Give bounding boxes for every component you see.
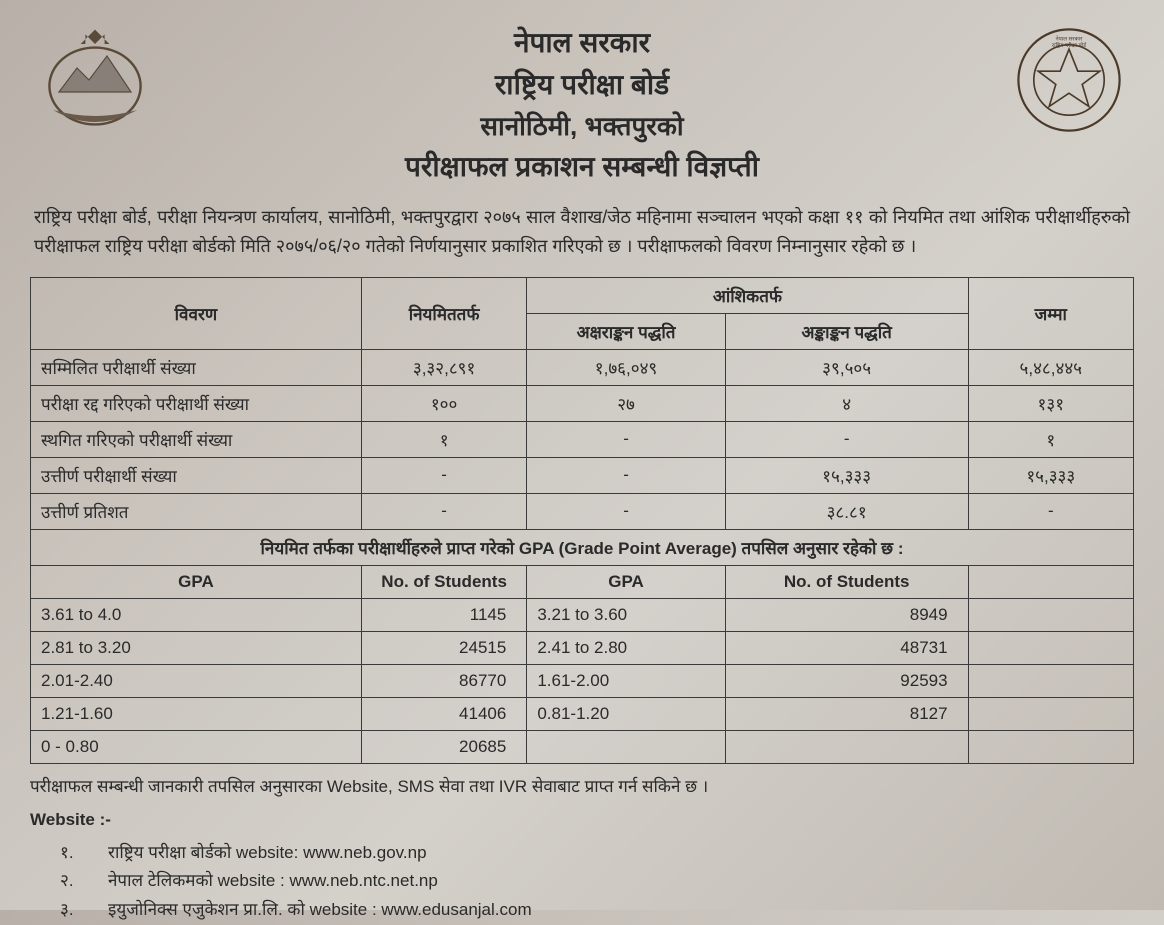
table-row: 2.01-2.40 86770 1.61-2.00 92593 bbox=[31, 664, 1134, 697]
gpa-header-row: GPA No. of Students GPA No. of Students bbox=[31, 565, 1134, 598]
table-row: सम्मिलित परीक्षार्थी संख्या ३,३२,८९१ १,७… bbox=[31, 349, 1134, 385]
table-row: स्थगित गरिएको परीक्षार्थी संख्या १ - - १ bbox=[31, 421, 1134, 457]
table-row: परीक्षा रद्द गरिएको परीक्षार्थी संख्या १… bbox=[31, 385, 1134, 421]
svg-text:नेपाल सरकार: नेपाल सरकार bbox=[1056, 35, 1083, 42]
nepal-emblem-left bbox=[30, 15, 160, 145]
header-titles: नेपाल सरकार राष्ट्रिय परीक्षा बोर्ड सानो… bbox=[160, 15, 1004, 193]
table-row: 3.61 to 4.0 1145 3.21 to 3.60 8949 bbox=[31, 598, 1134, 631]
table-row: 1.21-1.60 41406 0.81-1.20 8127 bbox=[31, 697, 1134, 730]
website-label: Website :- bbox=[30, 807, 1134, 833]
results-table: विवरण नियमिततर्फ आंशिकतर्फ जम्मा अक्षराङ… bbox=[30, 277, 1134, 764]
board-title: राष्ट्रिय परीक्षा बोर्ड bbox=[160, 65, 1004, 103]
col-letter-grade: अक्षराङ्कन पद्धति bbox=[527, 313, 725, 349]
col-number-grade: अङ्काङ्कन पद्धति bbox=[725, 313, 968, 349]
col-total: जम्मा bbox=[968, 277, 1133, 349]
gov-title: नेपाल सरकार bbox=[160, 23, 1004, 61]
letterhead: नेपाल सरकार राष्ट्रिय परीक्षा बोर्ड सानो… bbox=[30, 15, 1134, 193]
footer-info: परीक्षाफल सम्बन्धी जानकारी तपसिल अनुसारक… bbox=[30, 774, 1134, 800]
gpa-heading-row: नियमित तर्फका परीक्षार्थीहरुले प्राप्त ग… bbox=[31, 529, 1134, 565]
col-regular: नियमिततर्फ bbox=[361, 277, 526, 349]
website-list: १. राष्ट्रिय परीक्षा बोर्डको website: ww… bbox=[30, 839, 1134, 925]
list-item: १. राष्ट्रिय परीक्षा बोर्डको website: ww… bbox=[60, 839, 1134, 868]
table-row: उत्तीर्ण परीक्षार्थी संख्या - - १५,३३३ १… bbox=[31, 457, 1134, 493]
table-row: उत्तीर्ण प्रतिशत - - ३८.८१ - bbox=[31, 493, 1134, 529]
list-item: २. नेपाल टेलिकमको website : www.neb.ntc.… bbox=[60, 867, 1134, 896]
list-item: ३. इयुजोनिक्स एजुकेशन प्रा.लि. को websit… bbox=[60, 896, 1134, 925]
col-description: विवरण bbox=[31, 277, 362, 349]
svg-text:राष्ट्रिय परीक्षा बोर्ड: राष्ट्रिय परीक्षा बोर्ड bbox=[1052, 42, 1087, 49]
table-row: 2.81 to 3.20 24515 2.41 to 2.80 48731 bbox=[31, 631, 1134, 664]
intro-paragraph: राष्ट्रिय परीक्षा बोर्ड, परीक्षा नियन्त्… bbox=[30, 203, 1134, 261]
neb-emblem-right: नेपाल सरकार राष्ट्रिय परीक्षा बोर्ड bbox=[1004, 15, 1134, 145]
notice-title: परीक्षाफल प्रकाशन सम्बन्धी विज्ञप्ती bbox=[160, 147, 1004, 185]
table-row: 0 - 0.80 20685 bbox=[31, 730, 1134, 763]
col-partial: आंशिकतर्फ bbox=[527, 277, 968, 313]
location-title: सानोठिमी, भक्तपुरको bbox=[160, 107, 1004, 143]
